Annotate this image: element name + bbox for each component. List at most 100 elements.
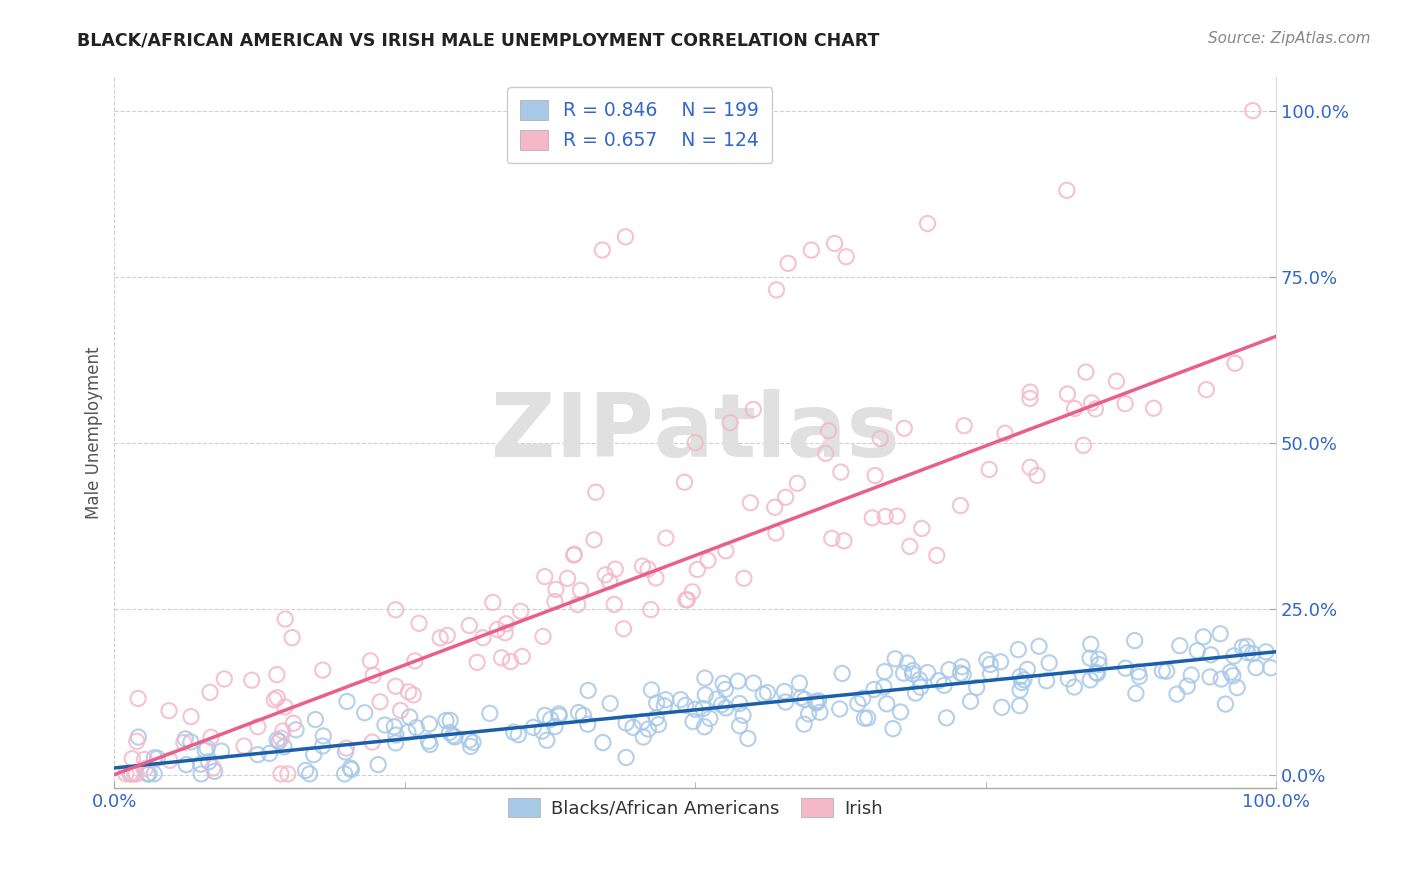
Point bbox=[695, 688, 717, 702]
Point bbox=[1019, 460, 1042, 475]
Point bbox=[569, 583, 592, 598]
Point bbox=[1087, 666, 1109, 681]
Point bbox=[645, 711, 668, 725]
Point bbox=[882, 722, 904, 736]
Point bbox=[693, 671, 716, 685]
Point bbox=[797, 706, 820, 721]
Point bbox=[1010, 669, 1032, 683]
Point bbox=[633, 730, 655, 744]
Point bbox=[640, 602, 662, 616]
Point bbox=[1223, 648, 1246, 663]
Point bbox=[544, 582, 567, 597]
Point bbox=[1038, 656, 1060, 670]
Point bbox=[631, 714, 654, 729]
Point bbox=[1010, 683, 1032, 698]
Point bbox=[714, 682, 737, 697]
Point bbox=[194, 743, 217, 757]
Y-axis label: Male Unemployment: Male Unemployment bbox=[86, 346, 103, 519]
Point bbox=[1017, 662, 1039, 676]
Point bbox=[898, 540, 921, 554]
Point bbox=[115, 767, 138, 781]
Point bbox=[533, 569, 555, 583]
Point bbox=[1019, 385, 1042, 400]
Point bbox=[706, 692, 728, 706]
Point bbox=[752, 688, 775, 702]
Point bbox=[683, 435, 706, 450]
Point bbox=[374, 718, 396, 732]
Point bbox=[143, 767, 166, 781]
Point bbox=[1156, 664, 1178, 678]
Point bbox=[408, 616, 430, 631]
Point bbox=[1260, 661, 1282, 675]
Text: Source: ZipAtlas.com: Source: ZipAtlas.com bbox=[1208, 31, 1371, 46]
Point bbox=[336, 694, 359, 708]
Point bbox=[697, 553, 720, 567]
Point bbox=[655, 531, 678, 545]
Point bbox=[246, 720, 269, 734]
Point bbox=[742, 676, 765, 690]
Point bbox=[603, 598, 626, 612]
Point bbox=[359, 654, 381, 668]
Legend: Blacks/African Americans, Irish: Blacks/African Americans, Irish bbox=[501, 791, 890, 825]
Point bbox=[740, 496, 762, 510]
Point bbox=[949, 666, 972, 681]
Point bbox=[1168, 639, 1191, 653]
Point bbox=[869, 432, 891, 446]
Point bbox=[790, 690, 813, 705]
Point bbox=[904, 686, 927, 700]
Point bbox=[198, 685, 221, 699]
Point bbox=[890, 705, 912, 719]
Point bbox=[1035, 673, 1057, 688]
Point bbox=[402, 688, 425, 702]
Point bbox=[197, 755, 219, 769]
Point bbox=[1019, 392, 1042, 406]
Point bbox=[1063, 680, 1085, 694]
Point bbox=[737, 731, 759, 746]
Point bbox=[1199, 670, 1222, 684]
Point bbox=[384, 736, 406, 750]
Point bbox=[1166, 687, 1188, 701]
Point bbox=[911, 521, 934, 535]
Point bbox=[389, 703, 412, 717]
Point bbox=[136, 767, 159, 781]
Point bbox=[458, 733, 481, 747]
Point bbox=[502, 725, 524, 739]
Point bbox=[353, 706, 375, 720]
Point bbox=[134, 752, 156, 766]
Point bbox=[928, 673, 950, 688]
Point bbox=[544, 594, 567, 608]
Point bbox=[925, 549, 948, 563]
Point bbox=[863, 682, 886, 697]
Point bbox=[863, 468, 886, 483]
Point bbox=[266, 690, 288, 705]
Point bbox=[830, 465, 852, 479]
Point bbox=[614, 750, 637, 764]
Point bbox=[1063, 401, 1085, 416]
Point bbox=[429, 631, 451, 645]
Point bbox=[572, 708, 595, 723]
Point bbox=[180, 709, 202, 723]
Point bbox=[808, 706, 831, 720]
Point bbox=[832, 533, 855, 548]
Point bbox=[367, 757, 389, 772]
Point bbox=[540, 712, 562, 726]
Point bbox=[711, 676, 734, 690]
Point bbox=[595, 567, 617, 582]
Point bbox=[1028, 640, 1050, 654]
Point bbox=[775, 695, 797, 709]
Point bbox=[361, 668, 384, 682]
Point bbox=[174, 757, 197, 772]
Point bbox=[465, 656, 488, 670]
Point bbox=[1056, 183, 1078, 197]
Point bbox=[585, 485, 607, 500]
Point bbox=[901, 666, 924, 681]
Point bbox=[138, 767, 160, 781]
Point bbox=[804, 695, 827, 709]
Point bbox=[934, 678, 956, 692]
Point bbox=[173, 735, 195, 749]
Point bbox=[127, 691, 149, 706]
Point bbox=[340, 763, 363, 777]
Point bbox=[1211, 672, 1233, 686]
Point bbox=[681, 584, 703, 599]
Point bbox=[676, 592, 699, 607]
